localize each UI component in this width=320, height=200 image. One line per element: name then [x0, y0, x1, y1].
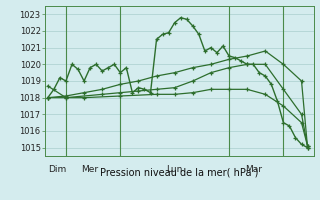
Text: Dim: Dim [48, 165, 66, 174]
Text: Lun: Lun [166, 165, 183, 174]
Text: Mar: Mar [245, 165, 262, 174]
Text: Mer: Mer [82, 165, 99, 174]
X-axis label: Pression niveau de la mer( hPa ): Pression niveau de la mer( hPa ) [100, 167, 258, 177]
